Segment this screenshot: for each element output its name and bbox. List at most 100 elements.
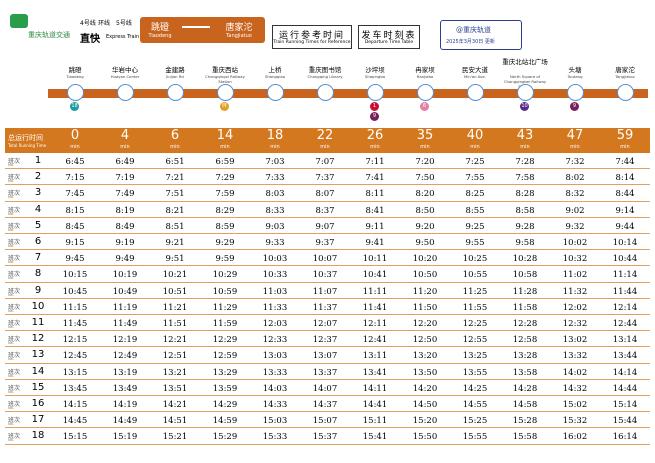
time: 8:11	[365, 189, 385, 200]
row-label: 班次	[8, 158, 21, 165]
row-divider	[5, 233, 650, 234]
row-label-en: No.	[8, 211, 14, 216]
time: 11:44	[612, 286, 638, 297]
time: 10:21	[162, 270, 188, 281]
time: 8:50	[415, 205, 435, 216]
time: 10:44	[612, 254, 638, 265]
time: 8:19	[115, 205, 135, 216]
row-divider	[5, 281, 650, 283]
timetable-title-en: Departure Time Table	[364, 40, 414, 45]
time: 8:32	[565, 189, 585, 200]
row-label: 班次	[8, 384, 21, 392]
time: 14:59	[212, 416, 238, 427]
minute-unit: min	[120, 144, 130, 150]
row-label: 班次	[8, 368, 21, 376]
time: 10:28	[512, 254, 538, 265]
time: 15:25	[462, 416, 488, 427]
station-name-en: Tangjiatuo	[615, 74, 635, 79]
time: 8:44	[615, 189, 635, 200]
time: 14:29	[212, 400, 238, 410]
time: 10:49	[112, 286, 138, 297]
line-tag: 4号线	[80, 20, 96, 27]
time: 13:55	[462, 367, 488, 378]
row-label: 班次	[8, 433, 21, 441]
station-dot	[367, 84, 384, 101]
time: 10:37	[312, 270, 338, 281]
row-label: 班次	[8, 336, 21, 344]
to: 唐家沱	[225, 23, 253, 33]
time: 8:20	[415, 189, 435, 200]
transfer-badge: 6	[420, 102, 429, 111]
time: 12:11	[362, 319, 388, 329]
row-divider	[5, 297, 650, 299]
time: 7:33	[265, 173, 285, 184]
row-label: 班次	[8, 417, 21, 425]
station-name-en: Tiaodeng	[66, 74, 84, 79]
time: 9:25	[465, 221, 485, 232]
time: 9:58	[515, 238, 535, 248]
row-no: 7	[34, 252, 42, 264]
transfer-badge: 10	[520, 102, 529, 111]
minute-unit: min	[220, 144, 230, 150]
time: 15:44	[612, 416, 638, 427]
time: 12:58	[512, 335, 538, 346]
row-divider	[5, 216, 650, 218]
time: 7:21	[165, 173, 185, 184]
time: 11:29	[212, 302, 238, 313]
time: 15:14	[612, 400, 638, 410]
service: 直快	[80, 34, 100, 45]
time: 9:07	[315, 221, 335, 232]
row-no: 6	[34, 236, 42, 247]
from-en: Tiaodeng	[148, 33, 172, 39]
time: 14:02	[562, 367, 588, 378]
time: 8:21	[165, 205, 185, 216]
time: 15:33	[262, 432, 288, 443]
row-divider	[5, 168, 650, 170]
time: 12:59	[212, 351, 238, 362]
time: 10:11	[362, 254, 388, 265]
time: 13:51	[162, 383, 188, 394]
time: 11:32	[562, 286, 588, 297]
station-dot	[317, 84, 334, 101]
time: 10:19	[112, 270, 138, 281]
time: 14:51	[162, 416, 188, 427]
row-divider	[5, 378, 650, 380]
minute-unit: min	[620, 144, 630, 150]
time: 8:33	[265, 205, 285, 216]
route-strip	[48, 89, 648, 98]
time: 14:03	[262, 383, 288, 394]
time: 14:45	[62, 416, 88, 427]
time: 15:07	[312, 416, 338, 427]
time: 12:28	[512, 319, 538, 329]
time: 15:55	[462, 432, 488, 443]
time: 10:20	[412, 254, 438, 265]
transfer-badge: 环	[220, 102, 229, 111]
minutes: 6	[170, 128, 180, 143]
time: 14:25	[462, 383, 488, 394]
row-divider	[5, 249, 650, 251]
time: 10:41	[362, 270, 388, 281]
time: 11:20	[412, 286, 438, 297]
time: 10:29	[212, 270, 238, 281]
row-label-en: No.	[8, 244, 14, 248]
station-dot	[67, 84, 84, 101]
station-name-en: Min'an Ave.	[464, 74, 486, 79]
station-dot	[617, 84, 634, 101]
station-name: 沙坪坝	[365, 66, 385, 74]
row-label: 班次	[8, 401, 21, 408]
time: 13:14	[612, 335, 638, 346]
row-no: 3	[34, 187, 42, 199]
time: 9:33	[265, 238, 285, 248]
row-label-en: No.	[8, 389, 14, 394]
time: 8:51	[165, 221, 185, 232]
time: 7:19	[115, 173, 135, 184]
time: 13:07	[312, 351, 338, 362]
time: 15:29	[212, 432, 238, 443]
time: 11:51	[162, 319, 188, 329]
time: 15:58	[512, 432, 538, 443]
time: 9:20	[415, 221, 435, 232]
time: 7:49	[115, 189, 135, 200]
row-no: 16	[31, 398, 45, 409]
time: 10:15	[62, 270, 88, 281]
row-label-en: No.	[8, 260, 14, 265]
